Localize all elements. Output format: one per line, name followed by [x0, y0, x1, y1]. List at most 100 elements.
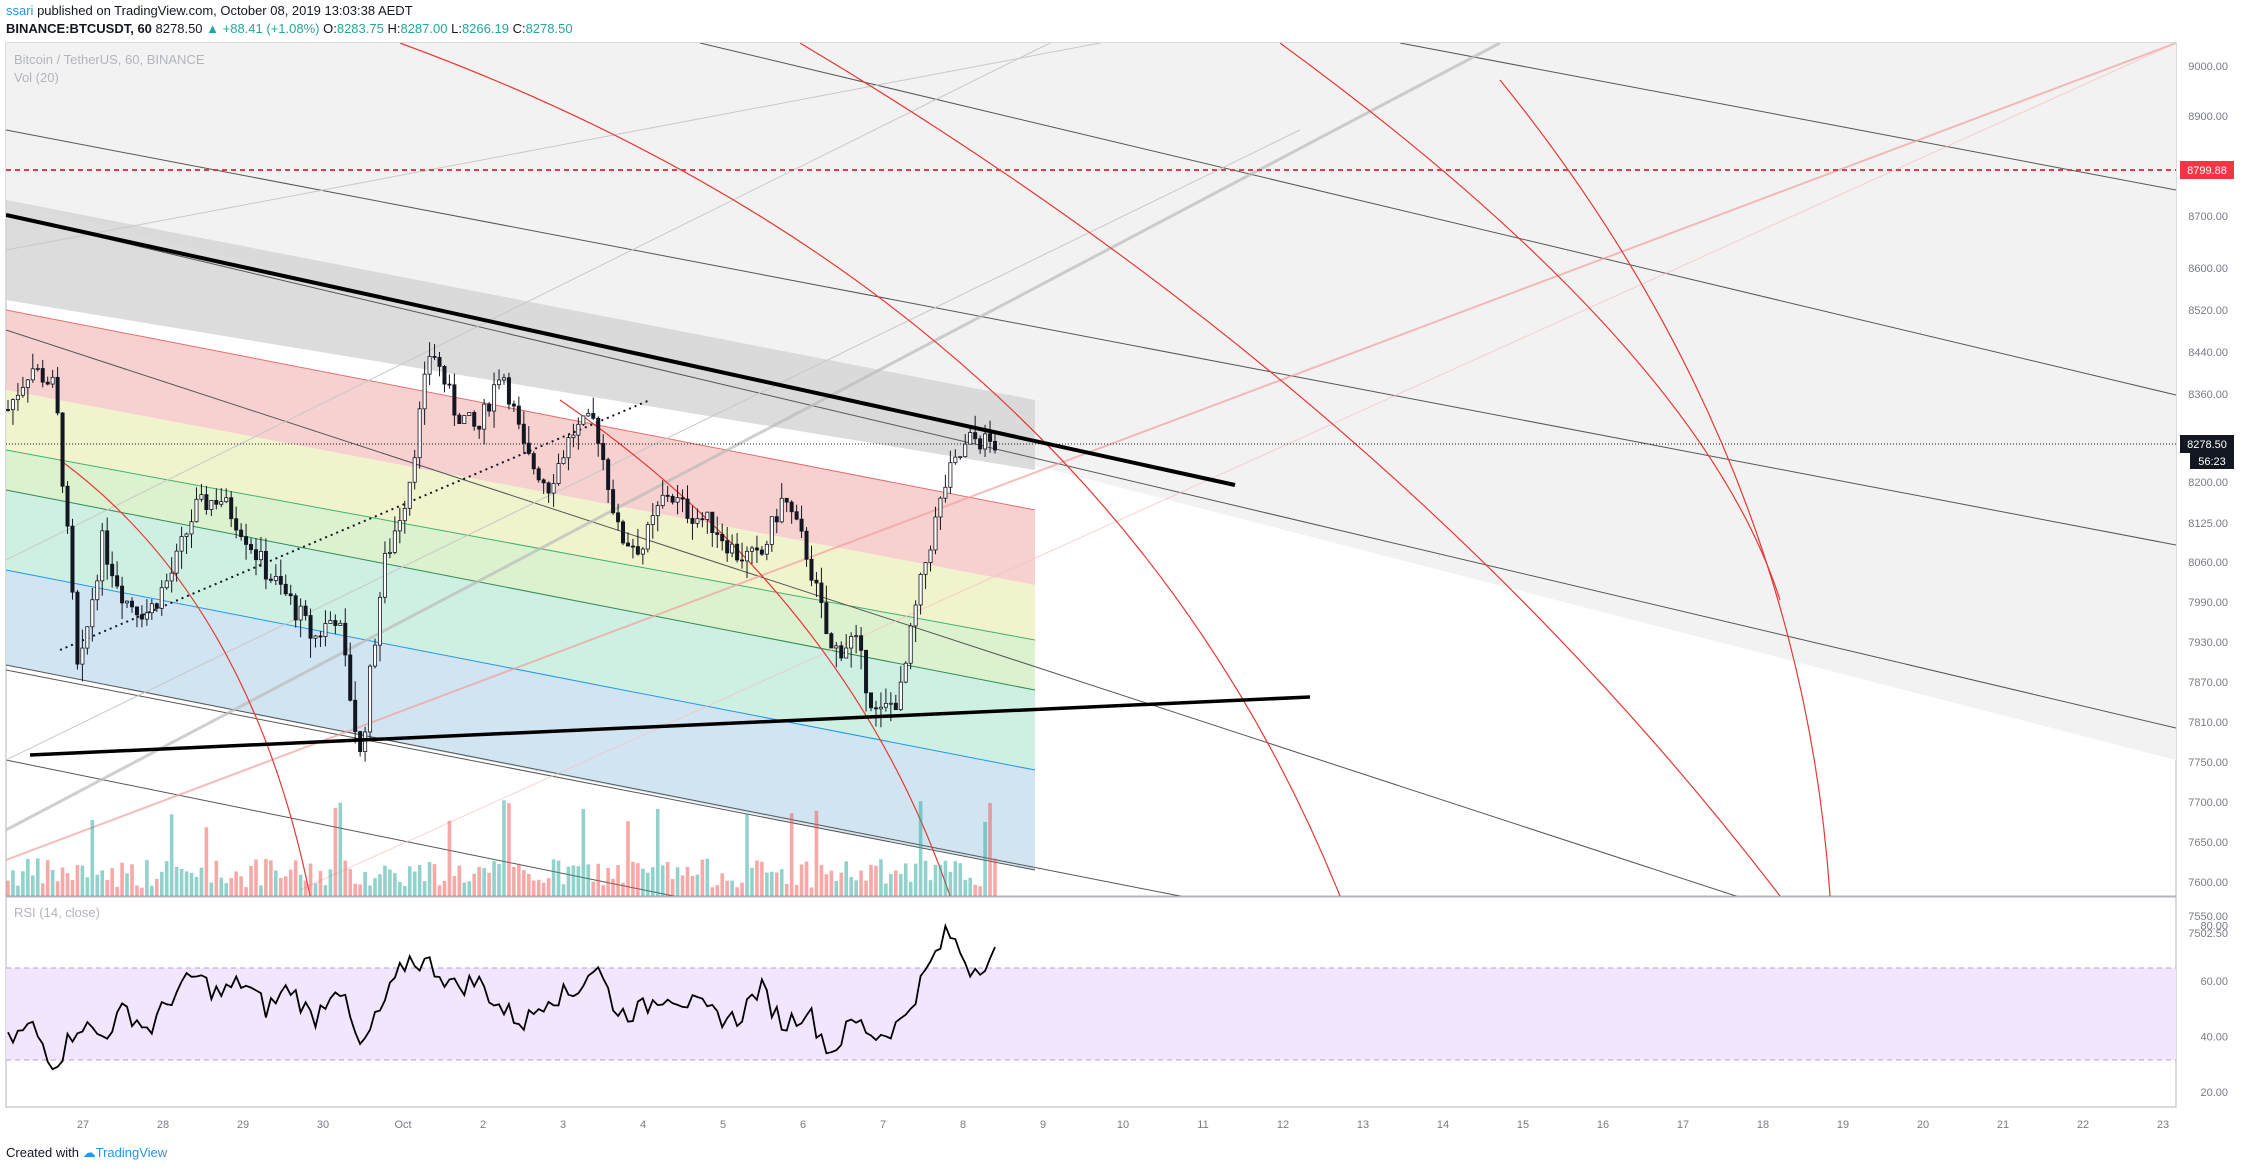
candle-body: [635, 546, 640, 555]
candle-body: [953, 456, 958, 464]
volume-bar: [765, 872, 769, 896]
volume-bar: [244, 887, 248, 896]
price-tick-label: 8520.00: [2188, 305, 2228, 317]
candle-body: [129, 600, 134, 608]
volume-bar: [393, 873, 397, 896]
volume-bar: [943, 860, 948, 896]
volume-bar: [373, 878, 377, 896]
rsi-tick-label: 20.00: [2200, 1087, 2228, 1099]
price-axis[interactable]: 9000.008900.008800.008700.008600.008520.…: [2188, 61, 2228, 940]
volume-bar: [973, 884, 977, 896]
rsi-line: [7, 923, 996, 1071]
volume-bar: [70, 880, 75, 896]
candle-body: [154, 603, 159, 609]
publisher-name[interactable]: ssari: [6, 3, 34, 18]
time-tick-label: 21: [1997, 1119, 2009, 1131]
candle-body: [759, 549, 764, 555]
time-tick-label: 7: [880, 1119, 886, 1131]
rsi-tick-label: 60.00: [2200, 976, 2228, 988]
candle-body: [680, 497, 685, 500]
volume-bar: [700, 859, 705, 896]
volume-bar: [794, 884, 799, 896]
price-tick-label: 7810.00: [2188, 717, 2228, 729]
candle-body: [993, 441, 998, 451]
volume-bar: [566, 866, 571, 896]
candle-body: [839, 645, 844, 659]
volume-bar: [328, 869, 333, 896]
volume-bar: [26, 858, 30, 896]
tradingview-brand[interactable]: TradingView: [95, 1145, 168, 1160]
candle-body: [670, 496, 675, 503]
header-line-2: BINANCE:BTCUSDT, 60 8278.50 ▲ +88.41 (+1…: [6, 20, 573, 38]
support-trendline[interactable]: [29, 695, 1311, 757]
candle-body: [720, 534, 725, 542]
volume-bar: [854, 880, 858, 896]
candle-body: [745, 550, 750, 562]
created-with: Created with: [6, 1145, 79, 1160]
candle-body: [412, 457, 417, 483]
volume-bar: [40, 883, 45, 896]
volume-bar: [174, 866, 179, 896]
volume-bar: [755, 860, 759, 896]
candle-body: [958, 456, 963, 459]
candle-body: [387, 551, 392, 554]
rsi-tick-label: 40.00: [2200, 1032, 2228, 1044]
resistance-trendline[interactable]: [6, 213, 1236, 487]
volume-bar: [715, 885, 720, 896]
price-tick-label: 7750.00: [2188, 757, 2228, 769]
volume-bar: [864, 880, 868, 896]
candle-body: [6, 409, 11, 411]
volume-bar: [546, 878, 551, 896]
volume-bar: [318, 870, 323, 896]
time-tick-label: 11: [1197, 1119, 1208, 1131]
volume-bar: [189, 872, 194, 896]
volume-bar: [184, 871, 189, 896]
time-tick-label: 19: [1837, 1119, 1849, 1131]
open-label: O:: [323, 21, 337, 36]
candle-body: [20, 387, 25, 396]
candle-body: [963, 443, 968, 458]
candle-body: [487, 403, 492, 412]
volume-bar: [254, 859, 258, 896]
time-tick-label: 13: [1357, 1119, 1369, 1131]
volume-bar: [383, 865, 387, 896]
candle-body: [462, 415, 467, 424]
volume-bar: [963, 879, 968, 896]
main-legend[interactable]: Bitcoin / TetherUS, 60, BINANCE: [14, 52, 205, 67]
price-tick-label: 9000.00: [2188, 61, 2228, 73]
volume-bar: [482, 868, 486, 896]
volume-legend[interactable]: Vol (20): [14, 70, 59, 85]
candle-body: [774, 516, 779, 523]
tradingview-logo[interactable]: ☁: [82, 1145, 96, 1160]
last-price: 8278.50: [155, 21, 203, 36]
rsi-axis[interactable]: 80.00 60.00 40.00 20.00: [2200, 921, 2228, 1099]
candle-body: [918, 573, 923, 606]
volume-bar: [650, 867, 655, 896]
volume-bar: [487, 872, 491, 896]
volume-bar: [571, 865, 576, 896]
volume-bar: [695, 874, 700, 896]
alert-price-tag: 8799.88: [2180, 161, 2234, 179]
volume-bar: [135, 885, 139, 896]
volume-bar: [259, 885, 263, 896]
volume-bar: [398, 881, 402, 896]
candle-body: [293, 595, 298, 621]
volume-bar: [303, 880, 308, 896]
candle-body: [710, 511, 715, 534]
volume-bar: [779, 869, 784, 896]
time-tick-label: 6: [800, 1119, 806, 1131]
candle-body: [50, 376, 55, 385]
candle-body: [888, 702, 893, 705]
volume-bar: [472, 873, 477, 896]
volume-bar: [274, 870, 278, 896]
candle-body: [10, 399, 15, 411]
volume-bar: [150, 885, 154, 896]
candle-body: [630, 545, 635, 548]
candle-body: [189, 521, 194, 535]
candle-body: [422, 373, 427, 410]
time-axis[interactable]: 27 28 29 30 Oct 2 3 4 5 6 7 8 9 10 11 12 13 14 15 16 17 18 19 2…: [77, 1119, 2169, 1131]
rsi-legend[interactable]: RSI (14, close): [14, 905, 100, 920]
volume-bar: [412, 871, 417, 896]
candle-body: [913, 604, 918, 627]
